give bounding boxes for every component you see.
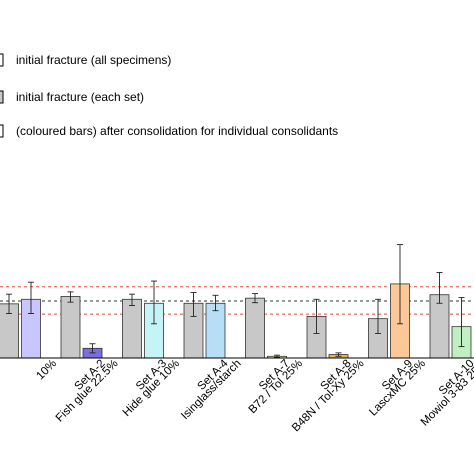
bar-after-3 [205, 302, 226, 359]
tick-label-consolidant-0: 10% [34, 358, 59, 383]
tick-label-consolidant-1: Fish glue 22.5% [54, 358, 121, 425]
bar-initial-7 [429, 294, 450, 359]
legend-label-2: (coloured bars) after consolidation for … [16, 124, 338, 138]
bar-initial-4 [245, 297, 265, 359]
legend-label-1: initial fracture (each set) [16, 90, 144, 104]
legend-swatch-1 [0, 90, 4, 104]
chart-legend: initial fracture (all specimens) initial … [0, 53, 338, 138]
bar-initial-2 [122, 298, 142, 359]
bar-initial-1 [60, 296, 81, 359]
legend-swatch-0 [0, 53, 4, 67]
legend-label-0: initial fracture (all specimens) [16, 53, 171, 67]
legend-swatch-2 [0, 124, 4, 138]
